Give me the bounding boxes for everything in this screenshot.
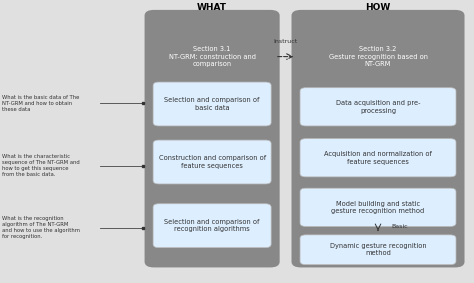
Text: WHAT: WHAT [197,3,227,12]
FancyBboxPatch shape [300,88,456,126]
Text: Dynamic gesture recognition
method: Dynamic gesture recognition method [330,243,426,256]
FancyBboxPatch shape [153,140,271,184]
FancyBboxPatch shape [145,10,280,267]
Text: Construction and comparison of
feature sequences: Construction and comparison of feature s… [158,155,266,169]
Text: Section 3.2
Gesture recognition based on
NT-GRM: Section 3.2 Gesture recognition based on… [328,46,428,67]
FancyBboxPatch shape [300,139,456,177]
Text: What is the basic data of The
NT-GRM and how to obtain
these data: What is the basic data of The NT-GRM and… [2,95,80,112]
FancyBboxPatch shape [300,188,456,226]
FancyBboxPatch shape [292,10,465,267]
Text: What is the recognition
algorithm of The NT-GRM
and how to use the algorithm
for: What is the recognition algorithm of The… [2,216,81,239]
Text: What is the characteristic
sequence of The NT-GRM and
how to get this sequence
f: What is the characteristic sequence of T… [2,154,80,177]
Text: Selection and comparison of
basic data: Selection and comparison of basic data [164,97,260,111]
Text: Acquisition and normalization of
feature sequences: Acquisition and normalization of feature… [324,151,432,164]
Text: HOW: HOW [365,3,391,12]
Text: Section 3.1
NT-GRM: construction and
comparison: Section 3.1 NT-GRM: construction and com… [169,46,255,67]
FancyBboxPatch shape [300,235,456,265]
Text: Model building and static
gesture recognition method: Model building and static gesture recogn… [331,201,425,214]
Text: Instruct: Instruct [273,38,298,44]
FancyBboxPatch shape [153,204,271,248]
Text: Basic: Basic [391,224,408,229]
FancyBboxPatch shape [153,82,271,126]
Text: Selection and comparison of
recognition algorithms: Selection and comparison of recognition … [164,219,260,232]
Text: Data acquisition and pre-
processing: Data acquisition and pre- processing [336,100,420,113]
